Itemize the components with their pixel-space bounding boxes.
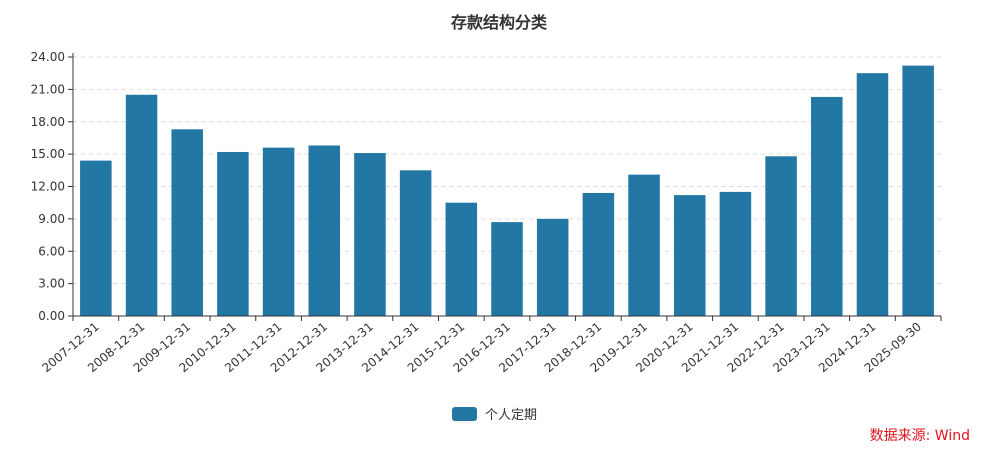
y-tick-label: 3.00 xyxy=(38,277,65,291)
bar[interactable] xyxy=(811,96,843,316)
bar[interactable] xyxy=(628,174,660,316)
bar[interactable] xyxy=(719,191,752,316)
bar[interactable] xyxy=(902,65,934,316)
bar[interactable] xyxy=(673,195,706,316)
bar[interactable] xyxy=(308,145,341,316)
y-axis-ticks: 0.00 3.00 6.00 9.00 12.00 15.00 18.00 21.00 24.0… xyxy=(31,50,73,323)
bar[interactable] xyxy=(80,160,112,316)
bar[interactable] xyxy=(262,147,295,316)
bar[interactable] xyxy=(354,153,386,316)
bar[interactable] xyxy=(171,129,203,316)
y-tick-label: 21.00 xyxy=(31,82,65,96)
x-axis-ticks: 2007-12-312008-12-312009-12-312010-12-31… xyxy=(39,316,942,375)
bar[interactable] xyxy=(399,170,432,316)
source-note: 数据来源: Wind xyxy=(870,428,970,444)
bar[interactable] xyxy=(125,94,158,316)
bar[interactable] xyxy=(582,192,615,316)
bar[interactable] xyxy=(856,73,889,316)
chart-title: 存款结构分类 xyxy=(451,13,548,32)
bar[interactable] xyxy=(491,222,523,316)
y-tick-label: 24.00 xyxy=(31,50,65,64)
legend-swatch xyxy=(452,407,477,421)
legend-label: 个人定期 xyxy=(485,408,537,423)
bars xyxy=(80,65,934,316)
legend[interactable]: 个人定期 xyxy=(452,407,537,423)
y-tick-label: 12.00 xyxy=(31,180,65,194)
y-tick-label: 9.00 xyxy=(38,212,65,226)
bar[interactable] xyxy=(536,218,569,316)
bar[interactable] xyxy=(765,156,797,316)
bar[interactable] xyxy=(217,151,249,316)
y-tick-label: 0.00 xyxy=(38,309,65,323)
y-tick-label: 15.00 xyxy=(31,147,65,161)
y-tick-label: 6.00 xyxy=(38,244,65,258)
y-tick-label: 18.00 xyxy=(31,115,65,129)
bar[interactable] xyxy=(445,202,478,316)
